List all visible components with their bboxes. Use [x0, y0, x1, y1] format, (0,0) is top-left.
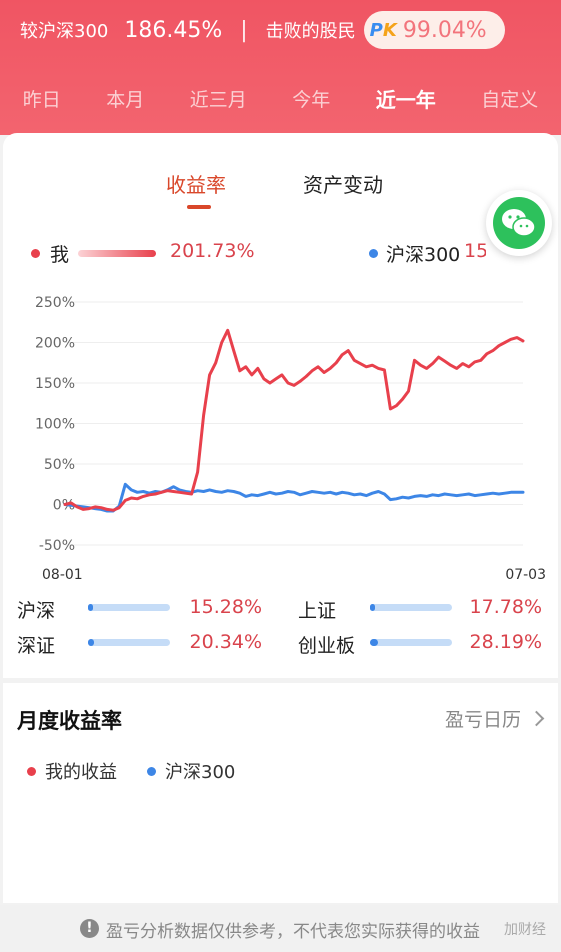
series-line-index: [63, 482, 525, 513]
x-tick-label: 07-03: [505, 567, 546, 583]
y-tick-label: 200%: [35, 336, 75, 352]
index-name-cyb: 创业板: [298, 635, 356, 657]
y-tick-label: 50%: [44, 457, 75, 473]
disclaimer-text: 盈亏分析数据仅供参考，不代表您实际获得的收益: [106, 922, 480, 942]
period-tab-month[interactable]: 本月: [106, 88, 145, 111]
pk-icon-k: K: [382, 19, 397, 41]
watermark-text: 加财经: [504, 922, 546, 938]
beat-label: 击败的股民: [265, 21, 356, 42]
period-tab-3months[interactable]: 近三月: [189, 88, 247, 111]
return-chart: 250%200%150%100%50%0%-50%08-01 07-03: [35, 295, 546, 583]
pk-icon-p: P: [369, 19, 383, 41]
index-value-cyb: 28.19%: [469, 631, 542, 653]
index-bar-sh: [370, 604, 452, 611]
monthly-title: 月度收益率: [17, 709, 122, 733]
calendar-link-label: 盈亏日历: [444, 709, 521, 731]
wechat-share-button[interactable]: [486, 190, 552, 256]
legend-index-value: 15.28%: [464, 240, 486, 262]
index-name-sz: 深证: [17, 635, 56, 657]
y-tick-label: 150%: [35, 376, 75, 392]
info-icon: !: [80, 919, 99, 938]
y-tick-label: 250%: [35, 295, 75, 311]
index-bar-cyb-fill: [370, 639, 379, 646]
x-tick-label: 08-01: [42, 567, 83, 583]
index-name-sh: 上证: [298, 600, 337, 622]
monthly-legend-index: 沪深300: [165, 762, 236, 783]
legend-index-label: 沪深300: [386, 244, 461, 266]
series-line-me: [63, 328, 525, 512]
y-tick-label: 100%: [35, 417, 75, 433]
summary-bar: 较沪深300 186.45% | 击败的股民 PK 99.04%: [20, 11, 541, 49]
compare-label: 较沪深300: [20, 21, 109, 42]
monthly-legend-me: 我的收益: [45, 762, 117, 783]
header-banner: 较沪深300 186.45% | 击败的股民 PK 99.04% 昨日 本月 近…: [0, 0, 561, 135]
index-bar-cyb: [370, 639, 452, 646]
footer-disclaimer: ! 盈亏分析数据仅供参考，不代表您实际获得的收益 加财经: [0, 905, 561, 952]
period-tab-1year[interactable]: 近一年: [375, 87, 436, 112]
index-bar-sz-fill: [88, 639, 94, 646]
compare-value: 186.45%: [124, 17, 223, 43]
wechat-icon: [493, 197, 545, 249]
monthly-legend-index-dot: [147, 767, 156, 776]
pk-icon: PK: [370, 20, 397, 41]
pk-pill[interactable]: PK 99.04%: [363, 11, 505, 49]
chart-tabs: 收益率 资产变动: [3, 169, 558, 199]
period-tab-yesterday[interactable]: 昨日: [22, 88, 61, 111]
tab-asset-change[interactable]: 资产变动: [303, 173, 383, 197]
index-value-sh: 17.78%: [469, 596, 542, 618]
legend-me-label: 我: [50, 244, 70, 266]
returns-card: 收益率 资产变动: [3, 133, 558, 678]
index-bar-hs: [88, 604, 170, 611]
period-tabs: 昨日 本月 近三月 今年 近一年 自定义: [0, 80, 561, 116]
period-tab-ytd[interactable]: 今年: [292, 88, 331, 111]
beat-value: 99.04%: [402, 17, 487, 43]
monthly-legend-me-dot: [27, 767, 36, 776]
calendar-link[interactable]: 盈亏日历: [444, 705, 545, 732]
legend-index-dot: [369, 249, 378, 258]
legend-me-value: 201.73%: [170, 240, 255, 262]
monthly-returns-section: 月度收益率 盈亏日历 我的收益 沪深300: [3, 683, 558, 903]
y-tick-label: -50%: [39, 538, 75, 554]
period-tab-custom[interactable]: 自定义: [481, 88, 539, 111]
index-bar-sz: [88, 639, 170, 646]
tab-return-rate[interactable]: 收益率: [166, 173, 226, 197]
index-value-sz: 20.34%: [189, 631, 262, 653]
chevron-right-icon: [528, 710, 545, 727]
active-tab-indicator: [187, 205, 211, 209]
legend-me-dot: [31, 249, 40, 258]
legend-me-line: [78, 250, 156, 257]
separator: |: [240, 17, 248, 43]
index-value-hs: 15.28%: [189, 596, 262, 618]
index-bar-hs-fill: [88, 604, 93, 611]
index-bar-sh-fill: [370, 604, 375, 611]
index-name-hs: 沪深: [17, 600, 56, 622]
